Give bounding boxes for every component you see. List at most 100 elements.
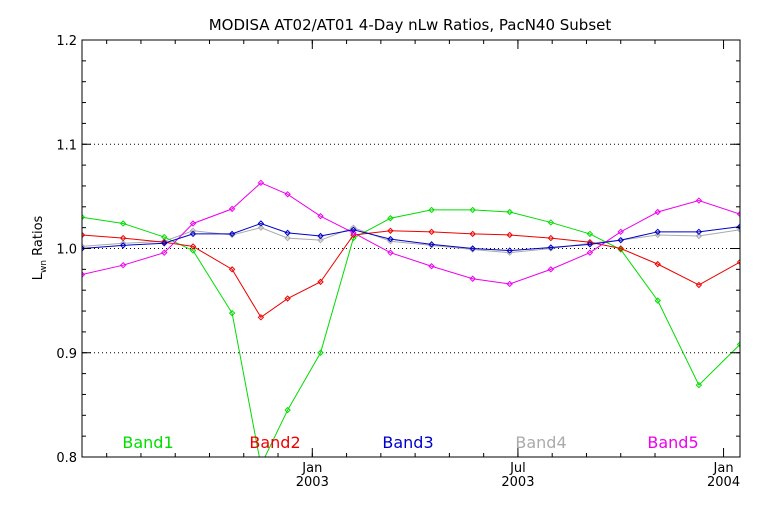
y-axis-label: Lwn Ratios bbox=[31, 215, 49, 280]
data-point bbox=[469, 275, 476, 282]
data-point bbox=[736, 223, 740, 230]
series-layer bbox=[82, 179, 740, 468]
data-point bbox=[387, 227, 394, 234]
x-tick-label: Jul bbox=[509, 461, 526, 476]
data-point bbox=[317, 236, 324, 244]
x-tick-label: 2003 bbox=[296, 475, 329, 490]
data-point bbox=[428, 241, 435, 248]
legend-item: Band3 bbox=[382, 433, 433, 452]
series-band5 bbox=[82, 179, 740, 288]
data-point bbox=[189, 230, 197, 238]
data-point bbox=[258, 463, 263, 468]
data-point bbox=[428, 263, 435, 270]
legend-item: Band2 bbox=[249, 433, 300, 452]
data-point bbox=[82, 243, 86, 250]
data-point bbox=[257, 220, 265, 227]
data-point bbox=[161, 240, 168, 247]
data-point bbox=[547, 245, 555, 252]
series-band3 bbox=[82, 220, 740, 254]
data-point bbox=[119, 261, 127, 269]
data-point bbox=[469, 206, 476, 214]
series-band2 bbox=[82, 227, 740, 321]
x-tick-label: 2004 bbox=[707, 475, 740, 490]
data-point bbox=[284, 191, 291, 198]
data-point bbox=[317, 349, 324, 356]
data-point bbox=[736, 258, 740, 266]
data-point bbox=[617, 245, 624, 252]
data-point bbox=[82, 214, 86, 221]
y-label-rest: Ratios bbox=[31, 215, 46, 260]
data-point bbox=[547, 266, 555, 273]
data-point bbox=[469, 245, 476, 252]
data-point bbox=[428, 228, 435, 236]
data-point bbox=[586, 240, 594, 247]
data-point bbox=[654, 260, 661, 268]
data-point bbox=[189, 243, 197, 250]
data-point bbox=[119, 220, 127, 227]
data-point bbox=[350, 231, 357, 239]
grid-lines bbox=[82, 143, 740, 354]
legend-item: Band5 bbox=[647, 433, 698, 452]
data-point bbox=[506, 247, 513, 254]
data-point bbox=[161, 233, 168, 241]
data-point bbox=[428, 206, 435, 214]
data-point bbox=[387, 249, 394, 256]
data-point bbox=[695, 232, 703, 240]
y-label-main: L bbox=[31, 272, 46, 280]
y-tick-label: 1.1 bbox=[56, 138, 77, 153]
y-tick-label: 1.0 bbox=[56, 243, 77, 258]
legend: Band1 Band2 Band3 Band4 Band5 bbox=[122, 433, 698, 452]
series-line bbox=[82, 222, 740, 252]
data-point bbox=[228, 205, 236, 213]
series-band1 bbox=[82, 206, 740, 468]
series-line bbox=[82, 209, 740, 457]
data-point bbox=[547, 234, 555, 242]
data-point bbox=[586, 249, 594, 256]
data-point bbox=[617, 228, 624, 236]
data-point bbox=[82, 231, 86, 239]
data-point bbox=[189, 247, 197, 254]
data-point bbox=[547, 219, 555, 226]
data-point bbox=[189, 220, 197, 227]
y-tick-label: 1.2 bbox=[56, 34, 77, 49]
y-tick-label: 0.8 bbox=[56, 451, 77, 466]
data-point bbox=[284, 406, 291, 414]
data-point bbox=[547, 244, 555, 251]
series-band4 bbox=[82, 224, 740, 256]
data-point bbox=[428, 242, 435, 249]
data-point bbox=[654, 208, 661, 216]
x-tick-label: Jan bbox=[713, 461, 734, 476]
data-point bbox=[228, 309, 236, 317]
data-point bbox=[387, 237, 394, 245]
data-point bbox=[228, 266, 236, 273]
data-point bbox=[119, 234, 127, 242]
data-point bbox=[736, 210, 740, 218]
data-point bbox=[161, 249, 168, 256]
data-point bbox=[506, 231, 513, 239]
data-point bbox=[228, 231, 236, 239]
data-point bbox=[257, 179, 265, 187]
series-line bbox=[82, 230, 740, 319]
y-label-sub: wn bbox=[39, 260, 49, 273]
data-point bbox=[586, 230, 594, 238]
data-point bbox=[284, 234, 291, 242]
data-point bbox=[469, 230, 476, 238]
data-point bbox=[317, 278, 324, 286]
data-point bbox=[654, 228, 661, 236]
data-point bbox=[350, 224, 357, 231]
y-tick-label: 0.9 bbox=[56, 347, 77, 362]
legend-item: Band4 bbox=[515, 433, 566, 452]
data-point bbox=[119, 242, 127, 249]
data-point bbox=[317, 212, 324, 220]
data-point bbox=[284, 229, 291, 237]
x-tick-label: Jan bbox=[301, 461, 322, 476]
data-point bbox=[257, 314, 265, 321]
data-point bbox=[654, 297, 661, 304]
data-point bbox=[695, 197, 703, 204]
data-point bbox=[228, 230, 236, 238]
data-point bbox=[736, 341, 740, 348]
series-line bbox=[82, 182, 740, 285]
data-point bbox=[82, 271, 86, 278]
